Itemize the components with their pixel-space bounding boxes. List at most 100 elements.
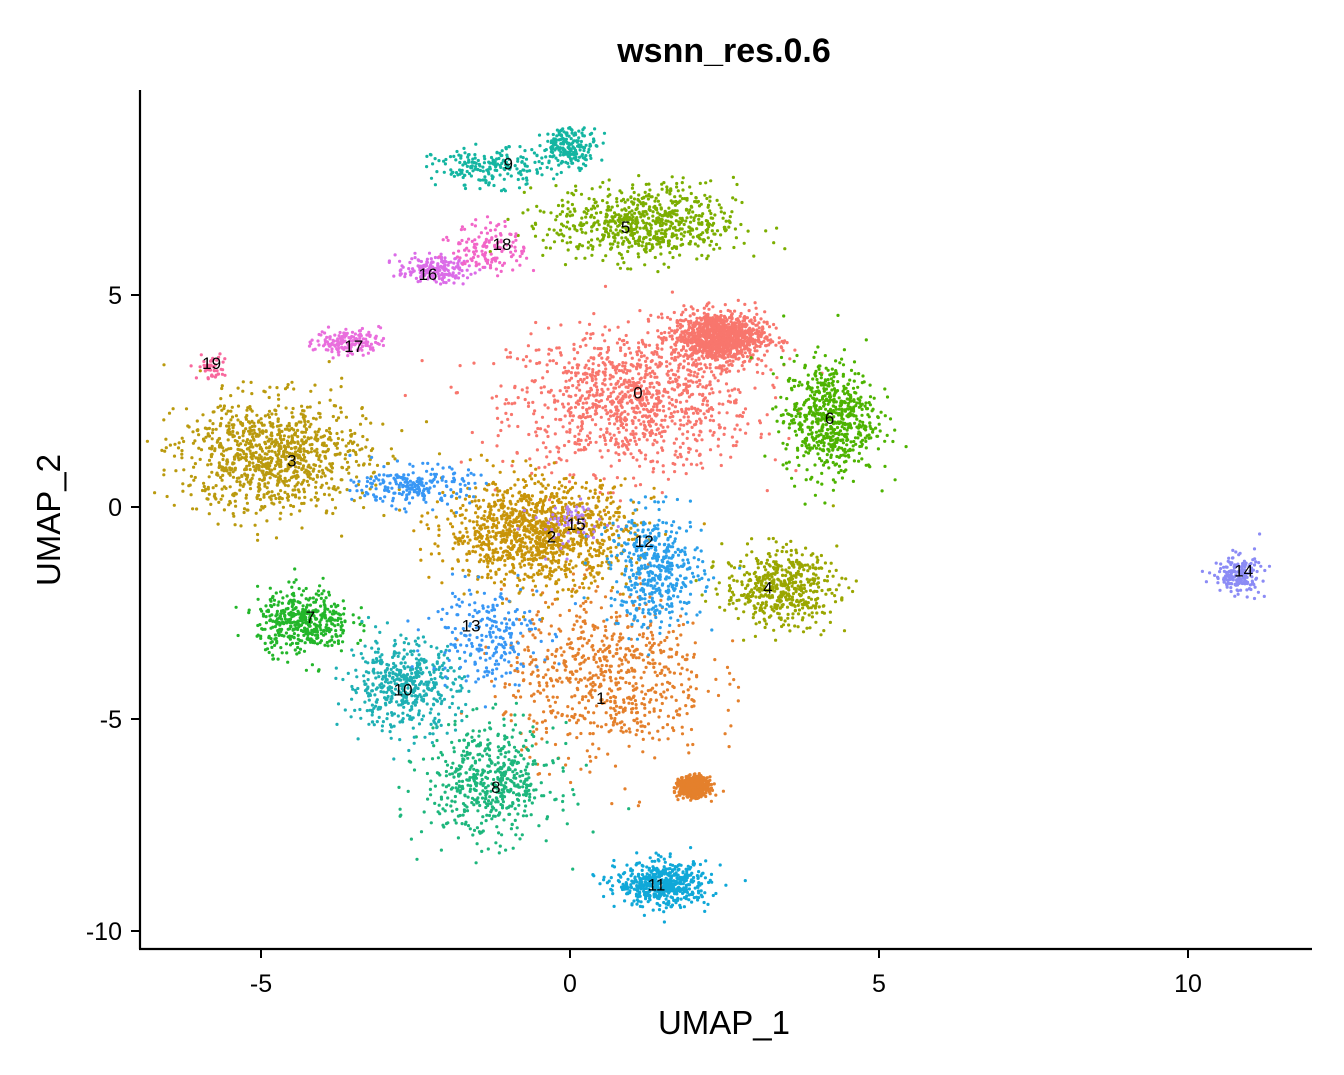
data-point bbox=[564, 572, 568, 576]
data-point bbox=[569, 395, 573, 399]
data-point bbox=[733, 427, 737, 431]
data-point bbox=[541, 531, 545, 535]
data-point bbox=[608, 664, 612, 668]
data-point bbox=[494, 531, 498, 535]
data-point bbox=[539, 572, 543, 576]
data-point bbox=[510, 507, 514, 511]
data-point bbox=[584, 538, 588, 542]
data-point bbox=[509, 713, 513, 717]
data-point bbox=[617, 711, 621, 715]
data-point bbox=[637, 606, 641, 611]
data-point bbox=[637, 398, 641, 402]
data-point bbox=[585, 381, 589, 385]
data-point bbox=[679, 313, 684, 317]
data-point bbox=[710, 414, 714, 418]
data-point bbox=[606, 411, 610, 415]
data-point bbox=[605, 430, 609, 434]
data-point bbox=[509, 664, 513, 668]
data-point bbox=[575, 614, 579, 618]
data-point bbox=[531, 559, 535, 563]
data-point bbox=[476, 507, 480, 511]
data-point bbox=[673, 355, 677, 360]
data-point bbox=[742, 344, 746, 348]
data-point bbox=[563, 568, 567, 572]
data-point bbox=[615, 341, 620, 345]
data-point bbox=[605, 496, 610, 500]
data-point bbox=[674, 343, 678, 347]
data-point bbox=[673, 373, 678, 377]
data-point bbox=[521, 615, 526, 619]
data-point bbox=[689, 370, 693, 374]
data-point bbox=[651, 686, 655, 690]
data-point bbox=[621, 397, 625, 401]
data-point bbox=[634, 484, 638, 488]
data-point bbox=[631, 655, 635, 660]
data-point bbox=[646, 689, 650, 693]
data-point bbox=[755, 312, 759, 316]
data-point bbox=[668, 415, 672, 419]
data-point bbox=[551, 684, 556, 688]
data-point bbox=[465, 552, 469, 556]
data-point bbox=[606, 348, 611, 352]
data-point bbox=[554, 559, 558, 563]
data-point bbox=[598, 541, 602, 546]
data-point bbox=[570, 418, 574, 422]
data-point bbox=[615, 367, 619, 371]
data-point bbox=[576, 680, 581, 684]
data-point bbox=[546, 605, 551, 609]
data-point bbox=[513, 384, 517, 388]
data-point bbox=[544, 446, 548, 450]
data-point bbox=[258, 497, 262, 502]
data-point bbox=[566, 546, 570, 550]
data-point bbox=[650, 429, 654, 433]
data-point bbox=[679, 348, 684, 352]
data-point bbox=[728, 359, 732, 363]
data-point bbox=[675, 794, 679, 798]
data-point bbox=[523, 397, 527, 402]
data-point bbox=[708, 392, 712, 396]
data-point bbox=[607, 360, 612, 364]
data-point bbox=[598, 490, 602, 495]
data-point bbox=[676, 355, 680, 359]
data-point bbox=[560, 484, 564, 488]
data-point bbox=[686, 362, 691, 366]
data-point bbox=[617, 385, 621, 389]
data-point bbox=[322, 492, 327, 496]
data-point bbox=[655, 460, 660, 464]
data-point bbox=[765, 413, 769, 417]
data-point bbox=[627, 346, 631, 350]
data-point bbox=[695, 463, 699, 467]
data-point bbox=[576, 637, 580, 641]
data-point bbox=[574, 590, 578, 594]
data-point bbox=[568, 378, 572, 382]
data-point bbox=[425, 523, 429, 527]
data-point bbox=[615, 615, 619, 619]
data-point bbox=[740, 364, 744, 368]
data-point bbox=[763, 310, 767, 314]
data-point bbox=[753, 386, 757, 390]
data-point bbox=[706, 328, 711, 332]
data-point bbox=[693, 437, 698, 441]
data-point bbox=[624, 333, 628, 338]
data-point bbox=[564, 763, 568, 767]
data-point bbox=[551, 709, 555, 713]
data-point bbox=[586, 656, 591, 661]
data-point bbox=[644, 372, 648, 376]
data-point bbox=[674, 347, 678, 351]
data-point bbox=[542, 521, 546, 526]
data-point bbox=[495, 444, 499, 448]
data-point bbox=[703, 363, 707, 367]
data-point bbox=[734, 401, 738, 405]
data-point bbox=[637, 437, 641, 441]
data-point bbox=[636, 381, 640, 385]
data-point bbox=[632, 649, 636, 653]
data-point bbox=[587, 359, 591, 363]
data-point bbox=[702, 324, 707, 328]
data-point bbox=[550, 471, 554, 475]
data-point bbox=[742, 367, 746, 371]
data-point bbox=[232, 457, 237, 461]
data-point bbox=[495, 518, 499, 522]
data-point bbox=[604, 408, 608, 412]
data-point bbox=[544, 564, 548, 568]
data-points-layer bbox=[145, 126, 1272, 924]
